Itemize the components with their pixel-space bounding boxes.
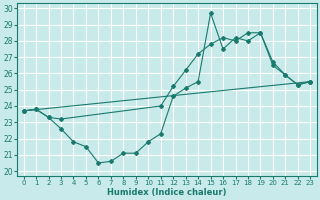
- X-axis label: Humidex (Indice chaleur): Humidex (Indice chaleur): [107, 188, 227, 197]
